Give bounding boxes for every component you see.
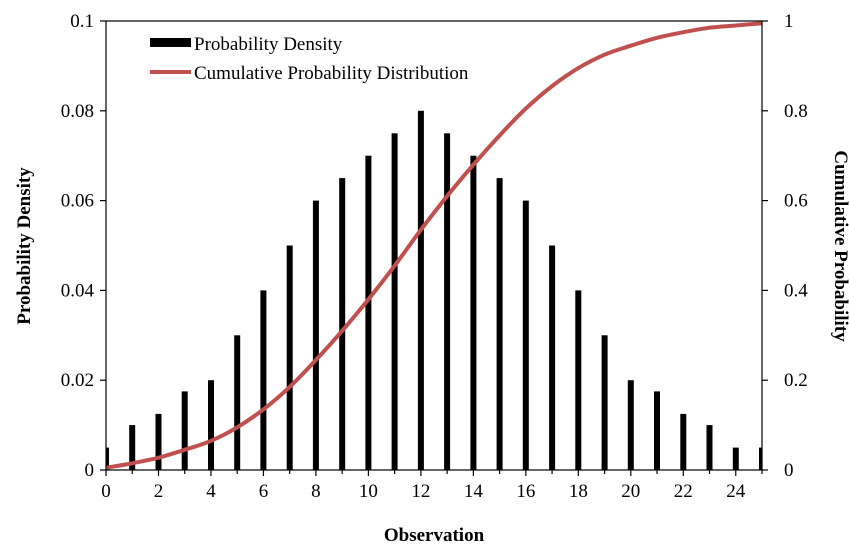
y-tick-label: 0 <box>85 460 95 481</box>
density-bar <box>680 413 687 470</box>
density-bar <box>312 200 319 470</box>
y2-tick-label: 0.6 <box>784 191 808 212</box>
y2-tick-label: 0.2 <box>784 370 808 391</box>
x-tick-label: 20 <box>621 481 640 502</box>
x-tick-label: 8 <box>311 481 321 502</box>
y-tick-label: 0.08 <box>61 101 94 122</box>
y-axis-title: Probability Density <box>14 167 35 325</box>
y2-tick-labels: 0 0.2 0.4 0.6 0.8 1 <box>784 11 808 481</box>
y-tick-label: 0.06 <box>61 191 94 212</box>
density-bar <box>470 155 477 470</box>
plot-frame <box>105 20 763 471</box>
density-bar <box>549 245 556 470</box>
density-bar <box>654 391 660 470</box>
bars-layer <box>106 110 762 471</box>
y2-tick-label: 1 <box>784 11 794 32</box>
legend-label-density: Probability Density <box>194 34 343 55</box>
x-tick-label: 0 <box>101 481 111 502</box>
density-bar <box>575 290 582 470</box>
density-bar <box>759 447 762 470</box>
x-tick-label: 6 <box>259 481 269 502</box>
ticks-layer <box>100 20 768 476</box>
x-tick-label: 24 <box>726 481 746 502</box>
density-bar <box>496 178 503 470</box>
x-tick-label: 14 <box>464 481 484 502</box>
y2-tick-label: 0.8 <box>784 101 808 122</box>
y-tick-labels: 0 0.02 0.04 0.06 0.08 0.1 <box>61 11 95 481</box>
density-bar <box>365 155 372 470</box>
density-bar <box>627 380 634 470</box>
x-tick-label: 2 <box>154 481 164 502</box>
y2-axis-title: Cumulative Probability <box>830 150 849 342</box>
density-bar <box>260 290 267 470</box>
x-tick-label: 10 <box>359 481 378 502</box>
legend-swatch-density <box>150 38 191 47</box>
line-layer <box>105 21 763 470</box>
x-tick-label: 12 <box>411 481 430 502</box>
density-bar <box>106 447 109 470</box>
density-bar <box>601 335 608 470</box>
density-bar <box>155 413 162 470</box>
density-bar <box>732 447 739 470</box>
density-bar <box>286 245 293 470</box>
y-tick-label: 0.02 <box>61 370 94 391</box>
y-tick-label: 0.1 <box>70 11 94 32</box>
x-tick-label: 18 <box>569 481 588 502</box>
y2-tick-label: 0.4 <box>784 280 808 301</box>
y2-tick-label: 0 <box>784 460 794 481</box>
density-bar <box>391 133 398 471</box>
x-axis-title: Observation <box>384 525 485 546</box>
legend-label-cumulative: Cumulative Probability Distribution <box>194 63 469 84</box>
density-bar <box>181 391 188 470</box>
density-bar <box>522 200 529 470</box>
y-tick-label: 0.04 <box>61 280 95 301</box>
x-tick-label: 22 <box>674 481 693 502</box>
x-tick-label: 4 <box>206 481 216 502</box>
x-tick-labels: 0 2 4 6 8 10 12 14 16 18 20 22 24 <box>101 481 746 502</box>
density-bar <box>444 133 451 471</box>
density-bar <box>234 335 241 470</box>
density-bar <box>208 380 214 470</box>
cumulative-line <box>105 21 763 470</box>
density-bar <box>706 425 713 470</box>
density-bar <box>339 178 346 470</box>
density-bar <box>417 110 424 471</box>
legend: Probability Density Cumulative Probabili… <box>150 34 469 84</box>
x-tick-label: 16 <box>516 481 535 502</box>
density-bar <box>129 425 136 470</box>
